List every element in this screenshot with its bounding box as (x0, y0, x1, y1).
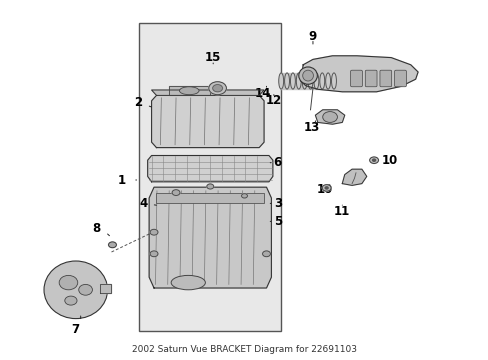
FancyBboxPatch shape (394, 70, 406, 87)
Ellipse shape (59, 275, 78, 290)
Text: 15: 15 (204, 51, 221, 64)
Text: 3: 3 (273, 197, 281, 210)
Ellipse shape (325, 73, 330, 89)
Circle shape (325, 187, 327, 189)
Ellipse shape (179, 87, 199, 95)
Circle shape (241, 194, 247, 198)
Circle shape (212, 85, 222, 92)
Text: 10: 10 (316, 183, 332, 195)
Circle shape (369, 157, 378, 163)
Ellipse shape (284, 73, 289, 89)
Circle shape (208, 82, 226, 95)
Text: 7: 7 (72, 323, 80, 336)
Ellipse shape (64, 296, 77, 305)
Circle shape (206, 184, 213, 189)
Circle shape (150, 229, 158, 235)
Circle shape (262, 251, 270, 257)
Ellipse shape (307, 73, 312, 89)
FancyBboxPatch shape (350, 70, 362, 87)
Text: 11: 11 (333, 205, 350, 218)
Text: 6: 6 (273, 156, 281, 169)
Ellipse shape (79, 284, 92, 295)
Text: 2002 Saturn Vue BRACKET Diagram for 22691103: 2002 Saturn Vue BRACKET Diagram for 2269… (132, 345, 356, 354)
Text: 8: 8 (92, 222, 100, 235)
Bar (156, 193, 264, 203)
Text: 13: 13 (303, 121, 320, 134)
Text: 5: 5 (273, 215, 281, 228)
Ellipse shape (331, 73, 336, 89)
Circle shape (172, 190, 180, 195)
FancyBboxPatch shape (379, 70, 391, 87)
Circle shape (108, 242, 116, 248)
Ellipse shape (296, 73, 301, 89)
Polygon shape (147, 156, 272, 182)
Polygon shape (315, 110, 344, 124)
Ellipse shape (290, 73, 295, 89)
Circle shape (372, 159, 375, 161)
Text: 14: 14 (254, 87, 271, 100)
Text: 2: 2 (133, 96, 142, 109)
Ellipse shape (302, 73, 306, 89)
Polygon shape (100, 284, 111, 293)
Polygon shape (342, 169, 366, 185)
Ellipse shape (319, 73, 324, 89)
Ellipse shape (278, 73, 283, 89)
Polygon shape (168, 86, 210, 95)
Ellipse shape (44, 261, 107, 319)
Text: 4: 4 (139, 197, 147, 210)
Bar (139, 23, 281, 331)
Circle shape (322, 185, 330, 191)
Ellipse shape (298, 67, 317, 84)
Ellipse shape (171, 275, 205, 290)
Text: 1: 1 (118, 174, 126, 186)
Text: 9: 9 (308, 30, 316, 42)
Ellipse shape (313, 73, 318, 89)
Circle shape (150, 251, 158, 257)
Text: 12: 12 (265, 94, 282, 107)
Text: 10: 10 (381, 154, 397, 167)
FancyBboxPatch shape (365, 70, 376, 87)
Polygon shape (300, 56, 417, 92)
Polygon shape (151, 90, 264, 95)
Circle shape (322, 112, 337, 122)
Ellipse shape (302, 70, 313, 81)
Polygon shape (149, 187, 271, 288)
Polygon shape (151, 95, 264, 148)
